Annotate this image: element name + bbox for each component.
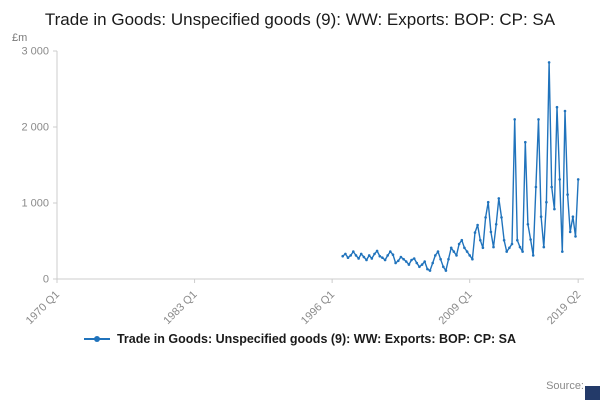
svg-text:2 000: 2 000 [21,122,49,134]
y-axis-unit: £m [12,32,28,45]
legend-label: Trade in Goods: Unspecified goods (9): W… [116,332,517,347]
source-label: Source: [546,380,584,392]
chart-container: Trade in Goods: Unspecified goods (9): W… [0,10,600,400]
legend: Trade in Goods: Unspecified goods (9): W… [0,329,600,349]
plot-svg: 0 1 000 2 000 3 000 1970 Q1 1983 Q1 1996 Q1 200… [21,46,584,327]
ons-logo-mark [585,386,600,400]
svg-text:1983 Q1: 1983 Q1 [161,289,199,327]
svg-text:2019 Q2: 2019 Q2 [545,289,583,327]
svg-text:2009 Q1: 2009 Q1 [437,289,475,327]
svg-text:1996 Q1: 1996 Q1 [299,289,337,327]
legend-line-marker-icon [83,336,110,343]
svg-text:1970 Q1: 1970 Q1 [24,289,62,327]
chart-title: Trade in Goods: Unspecified goods (9): W… [44,10,556,29]
svg-text:0: 0 [43,274,49,286]
svg-text:1 000: 1 000 [21,198,49,210]
svg-text:3 000: 3 000 [21,46,49,58]
